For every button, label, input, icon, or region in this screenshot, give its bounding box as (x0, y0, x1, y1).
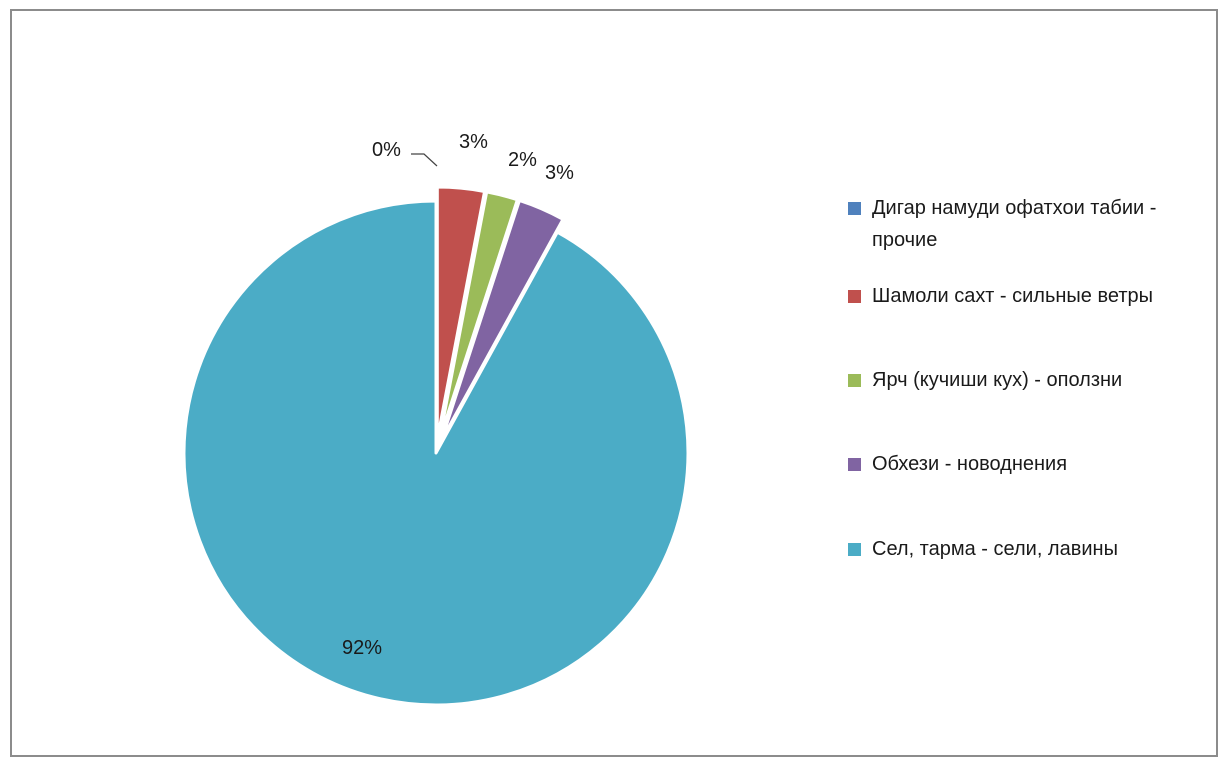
legend-swatch-strong-winds (848, 290, 861, 303)
pie-slices (182, 185, 690, 707)
data-label-mudflows: 92% (342, 637, 382, 659)
legend-label-other: Дигар намуди офатхои табии - прочие (872, 197, 1157, 251)
leader-line-other (411, 153, 438, 167)
legend-label-landslides: Ярч (кучиши кух) - оползни (872, 369, 1123, 391)
legend-item-floods: Обхези - новоднения (848, 448, 1208, 480)
legend-item-strong-winds: Шамоли сахт - сильные ветры (848, 280, 1208, 312)
data-label-other: 0% (372, 139, 401, 161)
legend-item-mudflows: Сел, тарма - сели, лавины (848, 533, 1208, 565)
legend-item-landslides: Ярч (кучиши кух) - оползни (848, 364, 1208, 396)
pie-slice-landslides (437, 190, 519, 441)
legend-label-mudflows: Сел, тарма - сели, лавины (872, 538, 1118, 560)
legend-swatch-other (848, 202, 861, 215)
data-label-landslides: 2% (508, 149, 537, 171)
legend-label-strong-winds: Шамоли сахт - сильные ветры (872, 285, 1153, 307)
pie-slice-strong-winds (435, 185, 487, 441)
pie-slice-floods (440, 198, 565, 442)
data-labels: 0% 3% 2% 3% 92% (342, 131, 574, 659)
leader-lines (411, 153, 438, 167)
data-label-floods: 3% (545, 162, 574, 184)
legend-swatch-landslides (848, 374, 861, 387)
legend-swatch-floods (848, 458, 861, 471)
data-label-strong-winds: 3% (459, 131, 488, 153)
legend-label-floods: Обхези - новоднения (872, 453, 1068, 475)
legend-item-other: Дигар намуди офатхои табии - прочие (848, 192, 1208, 256)
legend-swatch-mudflows (848, 543, 861, 556)
pie-slice-mudflows (182, 199, 690, 707)
